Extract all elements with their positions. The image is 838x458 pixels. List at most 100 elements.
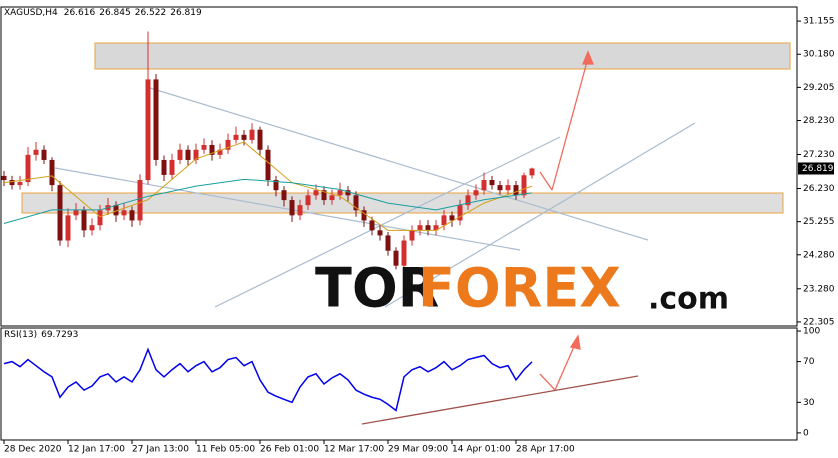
candle-body [185,149,191,160]
candle-body [225,139,231,150]
trend-line [214,136,561,308]
open: 26.616 [64,8,96,18]
candle-body [241,134,247,140]
candle-body [329,195,335,201]
candle-body [465,195,471,206]
symbol: XAGUSD,H4 [4,8,58,18]
watermark-part: FOREX [418,257,621,320]
candle-body [457,205,463,221]
watermark-part: TOR [315,257,439,320]
x-tick-label: 28 Dec 2020 [4,445,62,455]
candle-body [425,225,431,231]
candle-body [297,205,303,216]
x-tick-label: 12 Mar 17:00 [324,445,384,455]
candle-body [193,149,199,160]
candle-body [65,215,71,241]
candle-body [505,185,511,191]
price-panel [0,6,798,327]
candle-body [273,180,279,191]
candle-body [313,190,319,196]
candle-body [153,79,159,160]
y-tick-label: 28.230 [803,116,835,126]
candle-body [305,195,311,206]
candle-body [513,185,519,196]
y-tick-label: 24.280 [803,250,835,260]
rsi-panel [0,327,798,441]
candle-body [33,149,39,155]
candle-body [353,195,359,211]
watermark: TOR FOREX .com [315,257,729,320]
candle-body [9,180,15,186]
arrow-head [569,334,581,350]
candle-body [321,190,327,201]
support-zone [21,192,784,214]
watermark-part: .com [648,282,729,317]
low: 26.522 [135,8,167,18]
arrow [539,373,556,391]
trend-line [54,167,521,251]
candle-body [161,159,167,175]
candle-body [145,79,151,181]
y-tick-label: 27.230 [803,150,835,160]
x-tick-label: 26 Feb 01:00 [260,445,319,455]
x-tick-label: 12 Jan 17:00 [68,445,125,455]
candle-body [497,185,503,191]
rsi-line [3,347,533,412]
candle-body [177,149,183,160]
candle-body [417,225,423,231]
candle-body [217,149,223,155]
arrow [539,171,553,191]
y-tick-label: 23.280 [803,284,835,294]
y-tick-label: 70 [803,357,815,367]
trend-line [384,122,696,308]
close: 26.819 [170,8,202,18]
candle-body [17,182,23,186]
chart-header: XAGUSD,H4 26.616 26.845 26.522 26.819 [4,8,202,18]
candle-body [233,134,239,140]
candle-body [25,154,31,183]
high: 26.845 [99,8,131,18]
candle-body [49,159,55,186]
y-tick-label: 30.180 [803,50,835,60]
candle-body [337,190,343,196]
y-tick-label: 100 [803,327,820,337]
x-tick-label: 27 Jan 13:00 [132,445,189,455]
price-tag [798,162,834,175]
candle-body [361,210,367,221]
candle-body [89,225,95,231]
forecast-arrows [539,50,594,391]
rsi-header: RSI(13) 69.7293 [4,330,78,340]
candle-body [489,180,495,186]
candle-body [265,149,271,181]
candle-body [449,215,455,221]
candle-body [401,240,407,266]
price-tag-label: 26.819 [802,164,834,174]
y-tick-label: 31.155 [803,17,835,27]
candle-body [289,200,295,216]
candle-body [281,190,287,201]
y-tick-label: 25.255 [803,217,835,227]
x-tick-label: 14 Apr 01:00 [452,445,511,455]
x-tick-label: 11 Feb 05:00 [196,445,255,455]
candle-body [473,190,479,196]
x-tick-label: 28 Apr 17:00 [516,445,575,455]
arrow [551,57,589,191]
y-tick-label: 22.305 [803,317,835,327]
y-tick-label: 29.205 [803,83,835,93]
moving-average [3,178,533,225]
candle-body [129,210,135,221]
resistance-zone [94,42,791,70]
candle-body [393,250,399,266]
candle-body [121,210,127,216]
channel-lines [54,87,696,308]
candle-body [249,129,255,140]
x-tick-label: 29 Mar 09:00 [388,445,448,455]
candle-body [73,210,79,216]
candle-body [113,205,119,216]
candle-body [369,220,375,231]
arrow-head [582,50,594,65]
candle-body [201,145,207,150]
trend-line [149,87,649,241]
rsi-trend-line [361,375,639,425]
